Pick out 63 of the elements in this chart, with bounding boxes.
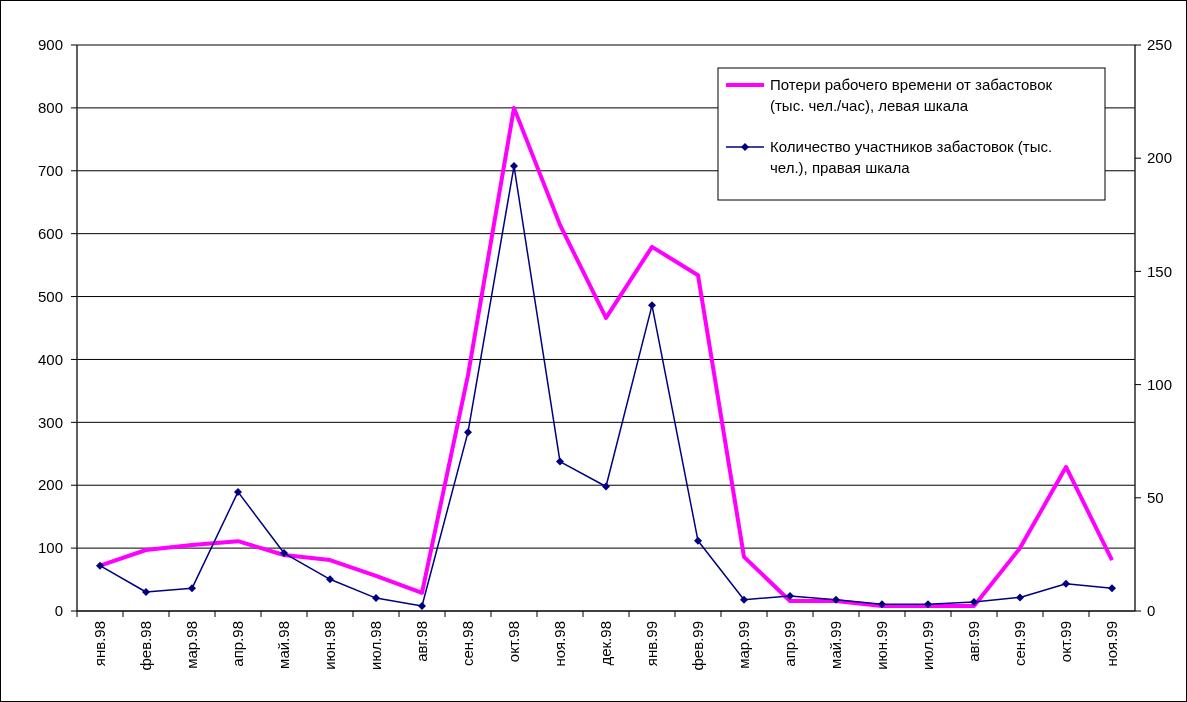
point	[1016, 593, 1024, 602]
x-tick-label: июл.98	[367, 621, 385, 670]
legend-label: Количество участников забастовок (тыс. чел.), правая шкала	[770, 138, 1053, 176]
x-tick-label: дек.98	[597, 621, 615, 666]
y-tick-label: 0	[54, 602, 63, 620]
x-tick-label: янв.98	[91, 621, 109, 667]
point	[326, 575, 334, 584]
y-tick-label: 700	[37, 162, 63, 180]
x-tick-label: мар.99	[735, 621, 753, 669]
x-tick-label: апр.98	[229, 621, 247, 667]
y-tick-label: 800	[37, 99, 63, 117]
x-tick-label: июн.99	[873, 621, 891, 670]
point	[970, 597, 978, 606]
x-tick-label: ноя.98	[551, 621, 569, 667]
x-tick-label: фев.99	[689, 621, 707, 671]
y2-tick-label: 0	[1147, 602, 1156, 620]
x-tick-label: май.98	[275, 621, 293, 669]
point	[372, 594, 380, 603]
y2-tick-label: 100	[1147, 375, 1173, 393]
point	[188, 584, 196, 593]
point	[648, 301, 656, 310]
legend-label: Потери рабочего времени от забастовок (тыс. чел./час), левая шкала	[770, 76, 1053, 114]
y-tick-label: 400	[37, 350, 63, 368]
y-tick-label: 200	[37, 476, 63, 494]
y-tick-label: 100	[37, 539, 63, 557]
point	[142, 587, 150, 596]
x-tick-label: сен.98	[459, 621, 477, 666]
point	[418, 602, 426, 611]
x-tick-label: сен.99	[1011, 621, 1029, 666]
x-tick-label: фев.98	[137, 621, 155, 671]
point	[924, 600, 932, 609]
point	[464, 428, 472, 437]
x-tick-label: янв.99	[643, 621, 661, 667]
point	[234, 487, 242, 496]
point	[1062, 579, 1070, 588]
point	[280, 549, 288, 558]
y-tick-label: 500	[37, 287, 63, 305]
y-tick-label: 600	[37, 224, 63, 242]
y2-tick-label: 150	[1147, 262, 1173, 280]
x-tick-label: июн.98	[321, 621, 339, 670]
x-tick-label: ноя.99	[1103, 621, 1121, 667]
x-tick-label: авг.98	[413, 621, 431, 662]
x-tick-label: май.99	[827, 621, 845, 669]
point	[694, 536, 702, 545]
x-tick-label: мар.98	[183, 621, 201, 669]
point	[740, 595, 748, 604]
x-tick-label: окт.99	[1057, 621, 1075, 663]
point	[602, 482, 610, 491]
x-tick-label: авг.99	[965, 621, 983, 662]
point	[1108, 584, 1116, 593]
point	[556, 457, 564, 466]
point	[786, 592, 794, 601]
y-tick-label: 300	[37, 413, 63, 431]
y2-tick-label: 250	[1147, 36, 1173, 54]
y2-tick-label: 200	[1147, 149, 1173, 167]
point	[96, 561, 104, 570]
x-tick-label: июл.99	[919, 621, 937, 670]
y-tick-label: 900	[37, 36, 63, 54]
x-tick-label: апр.99	[781, 621, 799, 667]
x-tick-label: окт.98	[505, 621, 523, 663]
point	[832, 595, 840, 604]
y2-tick-label: 50	[1147, 489, 1164, 507]
point	[878, 600, 886, 609]
